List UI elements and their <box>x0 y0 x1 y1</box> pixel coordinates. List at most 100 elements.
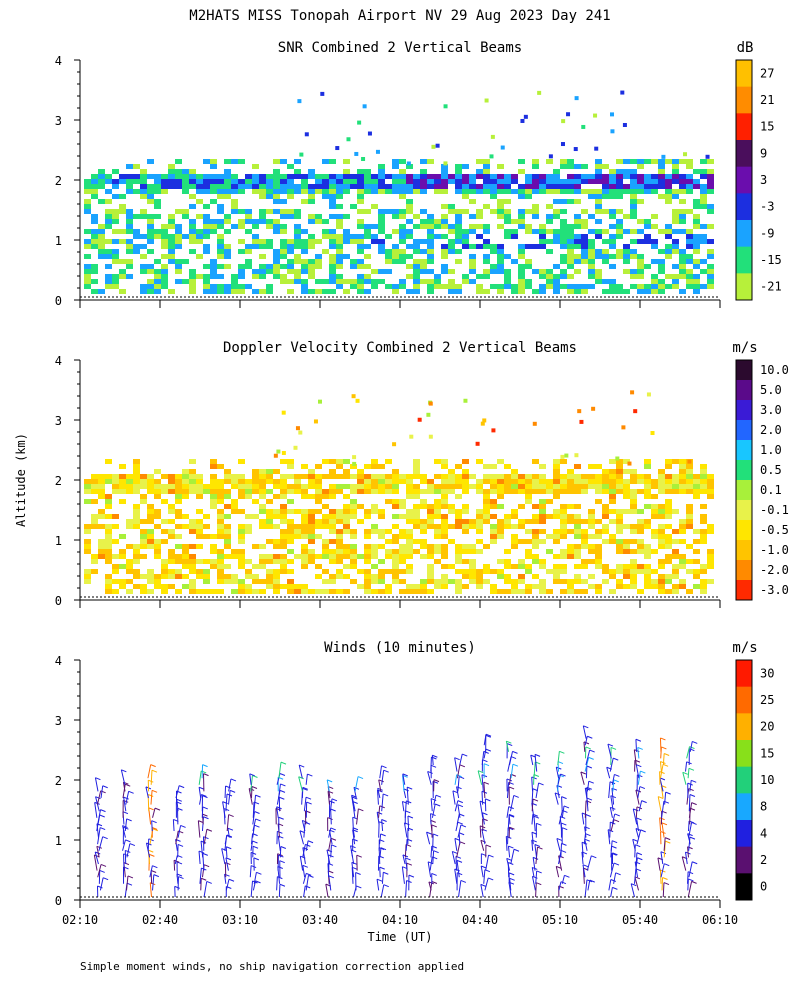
heatmap-cell <box>672 569 679 574</box>
heatmap-cell <box>406 274 413 279</box>
heatmap-cell <box>427 489 434 494</box>
heatmap-cell <box>168 534 175 539</box>
heatmap-cell <box>147 239 154 244</box>
heatmap-cell <box>700 529 707 534</box>
heatmap-cell <box>441 464 448 469</box>
heatmap-cell <box>560 284 567 289</box>
heatmap-cell <box>511 539 518 544</box>
heatmap-cell <box>392 244 399 249</box>
wind-barb <box>606 767 611 779</box>
heatmap-cell <box>707 489 714 494</box>
heatmap-cell <box>175 544 182 549</box>
heatmap-cell <box>658 284 665 289</box>
heatmap-cell <box>595 254 602 259</box>
heatmap-cell <box>392 559 399 564</box>
heatmap-cell <box>428 434 433 439</box>
heatmap-cell <box>294 269 301 274</box>
heatmap-cell <box>245 514 252 519</box>
heatmap-cell <box>315 534 322 539</box>
wind-barb <box>299 830 304 845</box>
heatmap-cell <box>273 479 280 484</box>
heatmap-cell <box>532 504 539 509</box>
heatmap-cell <box>385 539 392 544</box>
heatmap-cell <box>357 249 364 254</box>
heatmap-cell <box>483 184 490 189</box>
wind-barb <box>402 775 405 792</box>
heatmap-cell <box>385 479 392 484</box>
heatmap-cell <box>686 474 693 479</box>
heatmap-cell <box>434 474 441 479</box>
heatmap-cell <box>630 574 637 579</box>
heatmap-cell <box>238 509 245 514</box>
heatmap-cell <box>217 519 224 524</box>
wind-barb <box>633 868 637 884</box>
heatmap-cell <box>658 559 665 564</box>
heatmap-cell <box>91 484 98 489</box>
heatmap-cell <box>252 289 259 294</box>
heatmap-cell <box>91 244 98 249</box>
colorbar-label: -0.5 <box>760 523 789 537</box>
heatmap-cell <box>336 284 343 289</box>
heatmap-cell <box>609 509 616 514</box>
heatmap-cell <box>259 479 266 484</box>
heatmap-cell <box>476 289 483 294</box>
heatmap-cell <box>560 589 567 594</box>
heatmap-cell <box>322 234 329 239</box>
heatmap-cell <box>679 584 686 589</box>
heatmap-cell <box>126 564 133 569</box>
heatmap-cell <box>273 159 280 164</box>
y-tick-label: 0 <box>55 594 62 608</box>
wind-barb-flag <box>662 877 668 880</box>
heatmap-cell <box>462 239 469 244</box>
heatmap-cell <box>595 519 602 524</box>
heatmap-cell <box>329 239 336 244</box>
heatmap-cell <box>658 264 665 269</box>
heatmap-cell <box>371 174 378 179</box>
heatmap-cell <box>301 279 308 284</box>
heatmap-cell <box>602 474 609 479</box>
heatmap-cell <box>504 564 511 569</box>
heatmap-cell <box>168 254 175 259</box>
wind-barb-flag <box>126 818 132 822</box>
heatmap-cell <box>679 184 686 189</box>
heatmap-cell <box>252 469 259 474</box>
heatmap-cell <box>658 579 665 584</box>
heatmap-cell <box>497 244 504 249</box>
heatmap-cell <box>126 184 133 189</box>
heatmap-cell <box>245 209 252 214</box>
heatmap-cell <box>707 479 714 484</box>
heatmap-cell <box>378 569 385 574</box>
heatmap-cell <box>546 159 553 164</box>
heatmap-cell <box>434 189 441 194</box>
heatmap-cell <box>294 509 301 514</box>
heatmap-cell <box>252 474 259 479</box>
heatmap-cell <box>665 224 672 229</box>
heatmap-cell <box>539 484 546 489</box>
heatmap-cell <box>595 489 602 494</box>
heatmap-cell <box>280 474 287 479</box>
heatmap-cell <box>616 179 623 184</box>
heatmap-cell <box>217 249 224 254</box>
wind-barb <box>149 865 153 878</box>
wind-barb <box>688 794 691 812</box>
heatmap-cell <box>574 174 581 179</box>
heatmap-cell <box>322 504 329 509</box>
heatmap-cell <box>406 184 413 189</box>
heatmap-cell <box>350 504 357 509</box>
wind-barb <box>352 817 354 832</box>
heatmap-cell <box>469 184 476 189</box>
heatmap-cell <box>385 474 392 479</box>
heatmap-cell <box>343 469 350 474</box>
heatmap-cell <box>105 249 112 254</box>
heatmap-cell <box>490 269 497 274</box>
heatmap-cell <box>182 554 189 559</box>
heatmap-cell <box>434 459 441 464</box>
heatmap-cell <box>476 579 483 584</box>
wind-barb-flag <box>254 811 260 814</box>
heatmap-cell <box>161 484 168 489</box>
heatmap-cell <box>616 289 623 294</box>
heatmap-cell <box>595 554 602 559</box>
colorbar-swatch <box>736 500 752 521</box>
heatmap-cell <box>336 239 343 244</box>
heatmap-cell <box>364 184 371 189</box>
